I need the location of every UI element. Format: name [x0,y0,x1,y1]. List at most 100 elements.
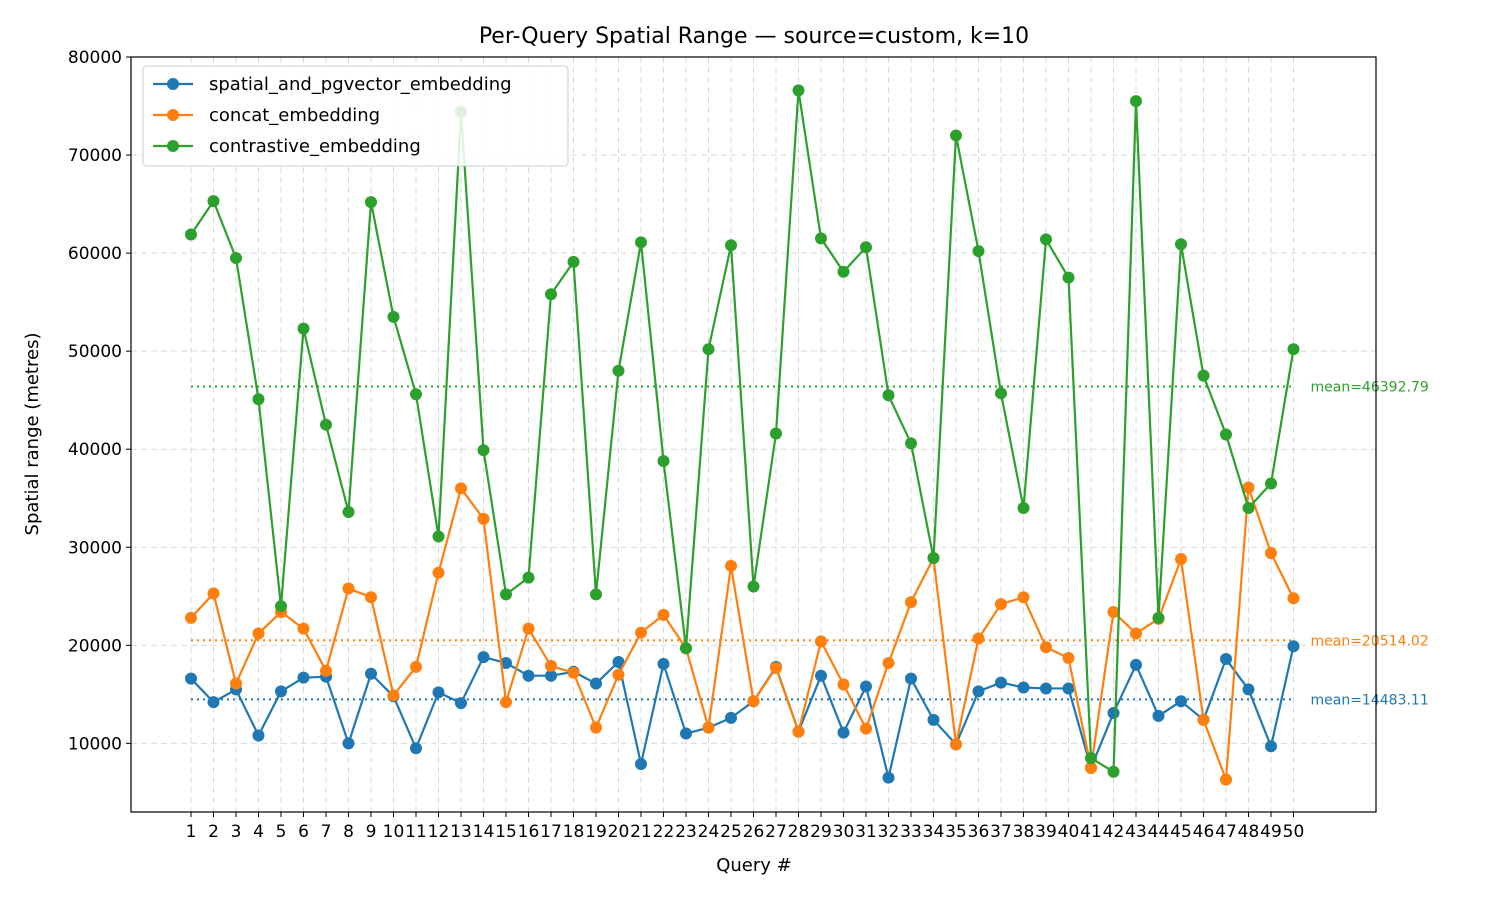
data-point [522,669,535,682]
y-tick-label: 30000 [68,538,122,558]
data-point [500,656,512,669]
x-tick-label: 26 [743,822,765,842]
data-point [1220,428,1232,441]
data-point [365,196,377,209]
data-point [657,657,670,670]
data-point [230,252,242,265]
x-tick-label: 47 [1215,822,1237,842]
data-point [612,668,625,681]
x-tick-label: 11 [405,822,427,842]
data-point [252,729,265,742]
x-tick-label: 42 [1103,822,1125,842]
x-tick-label: 40 [1058,822,1080,842]
data-point [1242,481,1255,494]
data-point [590,721,602,734]
legend-entry: concat_embedding [209,105,380,126]
data-point [1242,502,1255,515]
data-point [702,721,715,734]
data-point [882,656,895,669]
data-point [1130,658,1142,671]
x-tick-label: 25 [720,822,742,842]
x-tick-label: 31 [855,822,877,842]
x-tick-label: 5 [276,822,287,842]
data-point [522,622,535,635]
axis-ticks: 1 2 3 4 5 6 7 8 9 10 11 12 13 14 15 16 17 18 19 20 21 22 23 24 2… [68,48,1304,842]
data-point [635,236,647,249]
x-tick-label: 7 [321,822,332,842]
data-point [1287,343,1300,356]
data-point [1085,752,1097,765]
data-point [455,697,467,710]
data-point [1265,477,1277,490]
x-tick-label: 44 [1148,822,1170,842]
data-point [882,771,895,784]
data-point [410,660,422,673]
data-point [1107,605,1120,618]
data-point [477,651,490,664]
data-point [1265,547,1277,560]
x-tick-label: 13 [450,822,472,842]
data-point [1107,765,1120,778]
x-tick-label: 3 [231,822,242,842]
y-tick-label: 60000 [68,244,122,264]
x-tick-label: 10 [383,822,405,842]
data-point [837,726,850,739]
x-tick-label: 20 [608,822,630,842]
x-tick-label: 30 [833,822,855,842]
data-point [230,677,242,690]
data-point [1265,740,1277,753]
data-point [297,671,310,684]
x-tick-label: 23 [675,822,697,842]
data-point [185,672,197,685]
data-point [972,685,985,698]
data-point [432,686,445,699]
data-point [1152,611,1165,624]
data-point [860,722,872,735]
data-point [1017,502,1030,515]
legend-swatch-marker [167,109,179,121]
data-point [477,512,490,525]
data-point [995,387,1007,400]
data-point [185,228,197,241]
x-tick-label: 6 [298,822,309,842]
data-point [612,364,625,377]
data-point [590,588,602,601]
data-point [567,255,580,268]
x-tick-label: 2 [208,822,219,842]
x-tick-label: 12 [428,822,450,842]
x-tick-label: 27 [765,822,787,842]
legend-swatch-marker [167,140,179,152]
data-point [1220,773,1232,786]
data-point [342,505,355,518]
x-tick-label: 37 [990,822,1012,842]
data-point [500,696,512,709]
mean-label: mean=20514.02 [1311,633,1429,649]
data-point [1107,706,1120,719]
data-point [1017,681,1030,694]
data-point [207,696,220,709]
data-point [455,482,467,495]
x-tick-label: 41 [1080,822,1102,842]
x-tick-label: 15 [495,822,517,842]
data-point [792,725,805,738]
data-point [792,84,805,97]
data-point [297,622,310,635]
data-point [545,669,557,682]
data-point [927,552,940,565]
data-point [1197,713,1210,726]
data-point [860,680,872,693]
data-point [972,632,985,645]
data-point [725,559,737,572]
data-point [747,580,760,593]
data-point [275,685,287,698]
data-point [1175,695,1187,708]
data-point [432,566,445,579]
legend-box [142,65,569,167]
data-point [567,666,580,679]
data-point [837,265,850,278]
x-axis-label: Query # [716,855,792,876]
data-point [882,389,895,402]
x-tick-label: 35 [945,822,967,842]
x-tick-label: 17 [540,822,562,842]
